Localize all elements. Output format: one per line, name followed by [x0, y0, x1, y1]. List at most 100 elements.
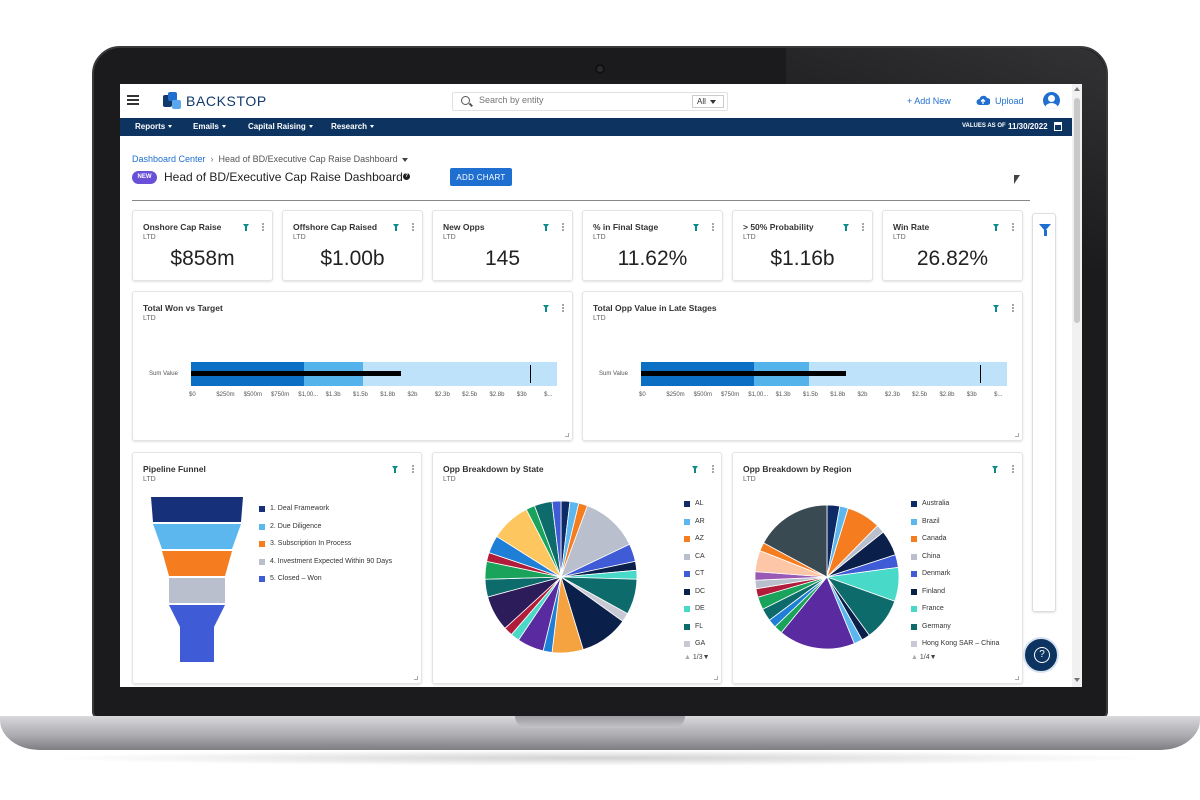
- kpi-period: LTD: [743, 234, 756, 241]
- filter-icon[interactable]: [243, 224, 249, 231]
- card-subtitle: LTD: [443, 476, 456, 483]
- breadcrumb-root-link[interactable]: Dashboard Center: [132, 154, 206, 164]
- more-options-icon[interactable]: [712, 223, 714, 231]
- legend-label: DC: [695, 587, 706, 595]
- more-options-icon[interactable]: [412, 465, 414, 473]
- tick-label: $1.8b: [380, 392, 396, 398]
- filter-icon[interactable]: [992, 466, 998, 473]
- page-scrollbar[interactable]: [1072, 84, 1082, 687]
- more-options-icon[interactable]: [712, 465, 714, 473]
- target-marker[interactable]: [979, 365, 982, 383]
- tick-label: $1.5b: [802, 392, 818, 398]
- more-options-icon[interactable]: [1012, 304, 1014, 312]
- upload-button[interactable]: Upload: [995, 96, 1024, 106]
- cloud-upload-icon: [976, 95, 990, 105]
- legend-label: Finland: [922, 587, 945, 595]
- search-scope-select[interactable]: All: [692, 95, 724, 108]
- legend-pager[interactable]: ▲ 1/4▼: [911, 654, 937, 661]
- legend-label: France: [922, 605, 944, 612]
- avatar[interactable]: [1043, 92, 1060, 109]
- pie-slice-11[interactable]: [780, 576, 855, 650]
- scroll-up-icon[interactable]: [1074, 87, 1080, 91]
- nav-item-reports[interactable]: Reports: [135, 122, 173, 131]
- backstop-logo-icon: [163, 92, 181, 110]
- pager-down-icon[interactable]: ▼: [702, 654, 710, 661]
- more-options-icon[interactable]: [1012, 465, 1014, 473]
- help-button[interactable]: ?: [1023, 637, 1059, 673]
- pie-slice-21[interactable]: [763, 504, 828, 578]
- legend-label: AL: [695, 500, 704, 507]
- values-date[interactable]: 11/30/2022: [1008, 122, 1048, 131]
- more-options-icon[interactable]: [562, 304, 564, 312]
- more-options-icon[interactable]: [562, 223, 564, 231]
- nav-item-emails[interactable]: Emails: [193, 122, 226, 131]
- legend-label: 1. Deal Framework: [270, 505, 330, 512]
- filter-icon[interactable]: [543, 305, 549, 312]
- scrollbar-thumb[interactable]: [1074, 98, 1080, 323]
- legend-pager[interactable]: ▲ 1/3▼: [684, 654, 710, 661]
- nav-item-research[interactable]: Research: [331, 122, 375, 131]
- pager-down-icon[interactable]: ▼: [929, 654, 937, 661]
- kpi-period: LTD: [593, 234, 606, 241]
- screen: BACKSTOP All + Add New Upload Reports Em…: [120, 84, 1082, 687]
- chevron-down-icon[interactable]: [401, 157, 408, 162]
- help-icon[interactable]: ?: [403, 173, 410, 180]
- nav-item-capital-raising[interactable]: Capital Raising: [248, 122, 313, 131]
- pie-slice-4[interactable]: [560, 505, 631, 578]
- search-input[interactable]: [479, 95, 679, 105]
- chevron-down-icon: [370, 125, 375, 129]
- tick-label: $1.8b: [830, 392, 846, 398]
- funnel-stage-2[interactable]: [153, 524, 241, 549]
- tick-label: $750m: [270, 392, 290, 398]
- legend-swatch: [911, 571, 917, 577]
- funnel-stage-4[interactable]: [169, 578, 225, 603]
- legend-swatch: [259, 506, 265, 512]
- legend-label: CT: [695, 570, 705, 577]
- filter-icon[interactable]: [393, 224, 399, 231]
- scroll-down-icon[interactable]: [1074, 678, 1080, 682]
- filter-panel[interactable]: [1032, 213, 1056, 612]
- calendar-icon[interactable]: [1054, 122, 1062, 131]
- pager-up-icon[interactable]: ▲: [684, 654, 691, 661]
- more-options-icon[interactable]: [1012, 223, 1014, 231]
- resize-handle-icon[interactable]: [1015, 433, 1019, 437]
- hamburger-menu-icon[interactable]: [127, 95, 139, 105]
- filter-icon[interactable]: [543, 224, 549, 231]
- filter-icon[interactable]: [993, 305, 999, 312]
- actual-bar[interactable]: [191, 371, 402, 376]
- add-new-button[interactable]: + Add New: [907, 96, 951, 106]
- breadcrumb-current[interactable]: Head of BD/Executive Cap Raise Dashboard: [218, 154, 398, 164]
- kpi-card-offshore-cap-raised: Offshore Cap Raised LTD $1.00b: [282, 210, 423, 281]
- filter-icon[interactable]: [693, 224, 699, 231]
- search-box[interactable]: All: [452, 92, 728, 111]
- card-title: Total Opp Value in Late Stages: [593, 303, 717, 313]
- legend-label: 5. Closed – Won: [270, 575, 322, 582]
- target-marker[interactable]: [529, 365, 532, 383]
- add-chart-button[interactable]: ADD CHART: [450, 168, 512, 186]
- main-nav: Reports Emails Capital Raising Research …: [120, 118, 1072, 136]
- resize-handle-icon[interactable]: [714, 676, 718, 680]
- search-scope-value: All: [697, 97, 706, 106]
- more-options-icon[interactable]: [862, 223, 864, 231]
- filter-icon[interactable]: [692, 466, 698, 473]
- actual-bar[interactable]: [641, 371, 846, 376]
- filter-icon[interactable]: [993, 224, 999, 231]
- filter-icon[interactable]: [843, 224, 849, 231]
- resize-handle-icon[interactable]: [1015, 676, 1019, 680]
- funnel-stage-5[interactable]: [169, 605, 225, 662]
- filter-icon[interactable]: [392, 466, 398, 473]
- funnel-stage-3[interactable]: [162, 551, 232, 576]
- pie-slice-24[interactable]: [551, 500, 562, 578]
- more-options-icon[interactable]: [262, 223, 264, 231]
- funnel-stage-1[interactable]: [151, 497, 243, 522]
- state-pie-chart: [484, 500, 638, 654]
- resize-handle-icon[interactable]: [565, 433, 569, 437]
- tick-label: $2.3b: [884, 392, 900, 398]
- legend-swatch: [684, 588, 690, 595]
- resize-handle-icon[interactable]: [414, 676, 418, 680]
- filter-icon[interactable]: [1039, 224, 1051, 236]
- pager-text: 1/3: [692, 654, 703, 661]
- more-options-icon[interactable]: [412, 223, 414, 231]
- pager-up-icon[interactable]: ▲: [911, 654, 918, 661]
